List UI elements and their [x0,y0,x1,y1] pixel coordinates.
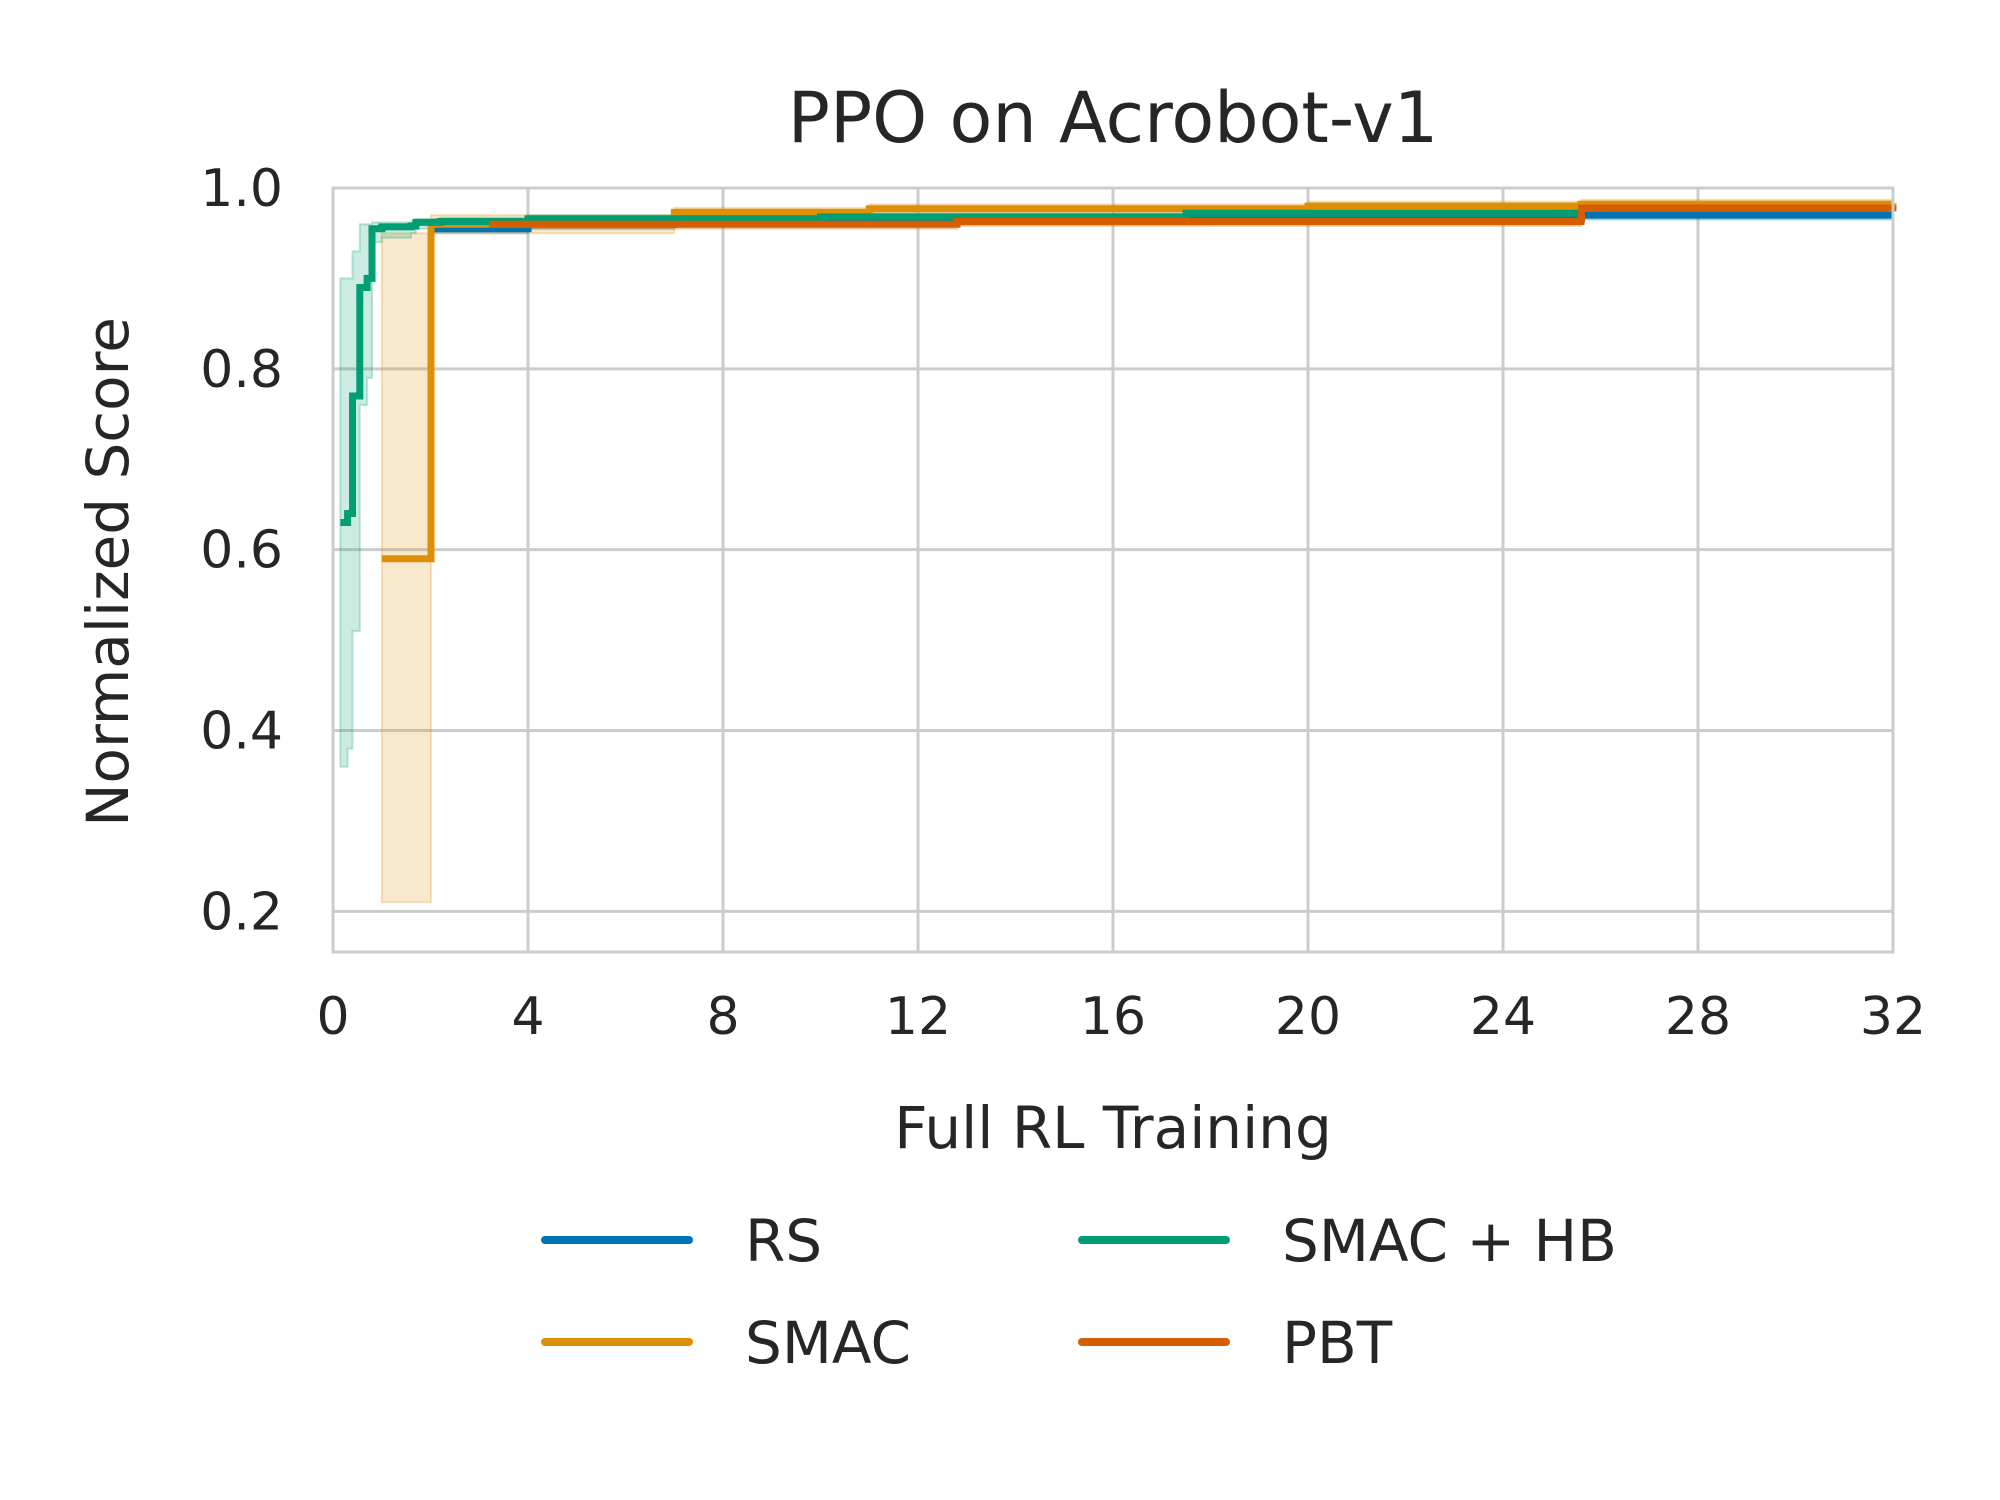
y-axis-label: Normalized Score [74,317,142,827]
x-tick-label: 20 [1275,987,1341,1047]
y-tick-label: 1.0 [200,159,283,219]
x-tick-label: 12 [885,987,951,1047]
x-tick-label: 0 [316,987,349,1047]
chart-title: PPO on Acrobot-v1 [788,77,1438,159]
y-tick-labels: 0.2 0.4 0.6 0.8 1.0 [200,159,283,942]
series-line-smac-hb [340,209,1585,526]
y-tick-label: 0.2 [200,882,283,942]
x-tick-labels: 0 4 8 12 16 20 24 28 32 [316,987,1926,1047]
x-axis-label: Full RL Training [894,1094,1332,1162]
grid [331,186,1895,952]
x-tick-label: 16 [1080,987,1146,1047]
legend: RS SMAC + HB SMAC PBT [541,1207,1617,1377]
band-smac-hb [339,206,1582,768]
x-tick-label: 24 [1470,987,1536,1047]
x-tick-label: 28 [1665,987,1731,1047]
y-tick-label: 0.6 [200,521,283,581]
y-tick-label: 0.8 [200,340,283,400]
legend-label-rs: RS [745,1207,822,1275]
series-line-smac [381,200,1897,563]
legend-label-smac-hb: SMAC + HB [1282,1207,1617,1275]
series-line-pbt [489,204,1897,228]
x-tick-label: 4 [511,987,544,1047]
plot-frame [331,186,1895,954]
x-tick-label: 32 [1860,987,1926,1047]
y-tick-label: 0.4 [200,701,283,761]
series-lines [340,200,1897,563]
legend-label-pbt: PBT [1282,1309,1393,1377]
legend-label-smac: SMAC [745,1309,911,1377]
x-tick-label: 8 [706,987,739,1047]
